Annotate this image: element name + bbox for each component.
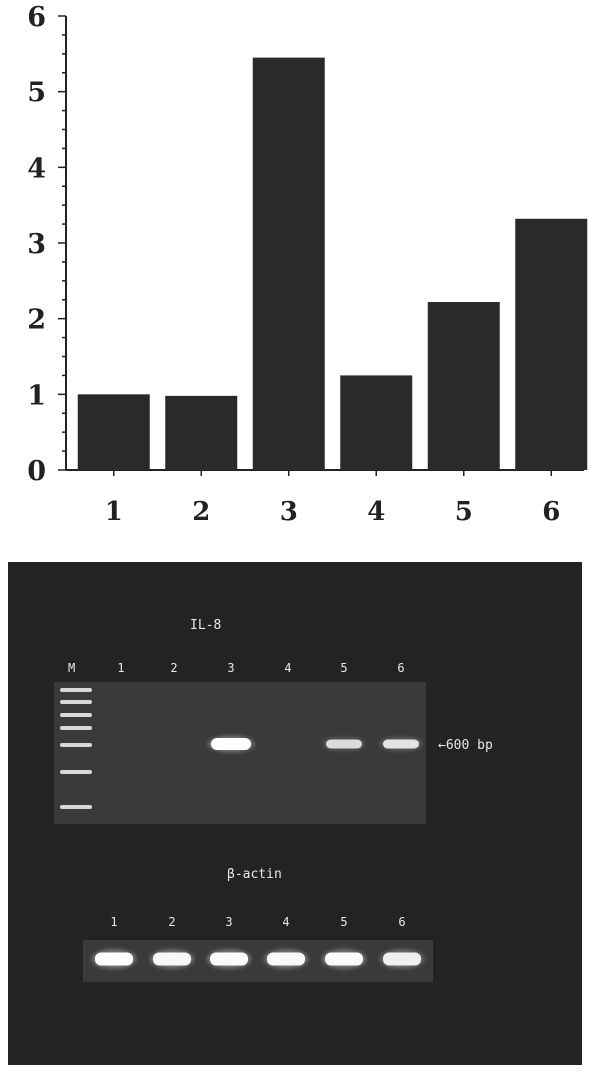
y-tick-label: 4: [27, 153, 46, 184]
gel-panel: IL-8 M 1 2 3 4 5 6 ←600 bp β-actin 1 2 3 4 5 6: [8, 562, 582, 1065]
marker-band: [60, 770, 92, 774]
marker-band: [60, 743, 92, 747]
actin-lane-label: 4: [282, 915, 289, 929]
il8-lane-label: 4: [284, 661, 291, 675]
actin-band: [267, 952, 305, 966]
actin-lane-label: 2: [168, 915, 175, 929]
x-tick-label: 5: [455, 497, 473, 527]
marker-band: [60, 700, 92, 704]
marker-band: [60, 726, 92, 730]
actin-band: [383, 952, 421, 966]
il8-lane-label: 1: [117, 661, 124, 675]
x-tick-label: 3: [280, 497, 298, 527]
marker-band: [60, 713, 92, 717]
bars: [77, 57, 588, 470]
x-tick-label: 2: [192, 497, 210, 527]
il8-band: [326, 739, 362, 749]
marker-lane-label: M: [68, 661, 75, 675]
y-tick-label: 3: [27, 229, 46, 260]
actin-band: [153, 952, 191, 966]
il8-lane-label: 6: [397, 661, 404, 675]
marker-ladder: [60, 688, 92, 809]
bar: [340, 375, 413, 470]
x-tick-label: 1: [105, 497, 123, 527]
bar-chart: 0 1 2 3 4 5 6 1 2 3 4 5 6: [27, 2, 588, 527]
x-axis: 1 2 3 4 5 6: [66, 469, 584, 527]
bar: [427, 302, 500, 470]
il8-label: IL-8: [190, 618, 221, 633]
actin-band: [210, 952, 248, 966]
y-tick-label: 5: [27, 78, 46, 109]
y-tick-label: 0: [27, 456, 46, 487]
actin-lane-label: 6: [398, 915, 405, 929]
band-size-label: ←600 bp: [438, 738, 493, 753]
y-tick-label: 2: [27, 305, 46, 336]
actin-lane-label: 5: [340, 915, 347, 929]
il8-gel-rect: [54, 682, 426, 824]
il8-bands: [208, 736, 422, 752]
actin-lane-label: 3: [225, 915, 232, 929]
marker-band: [60, 805, 92, 809]
y-tick-label: 6: [27, 2, 46, 33]
y-axis: 0 1 2 3 4 5 6: [27, 2, 67, 487]
actin-lane-label: 1: [110, 915, 117, 929]
il8-lane-label: 3: [227, 661, 234, 675]
bar: [165, 395, 238, 470]
il8-band: [383, 739, 419, 749]
il8-lane-labels: 1 2 3 4 5 6: [117, 661, 404, 675]
actin-band: [95, 952, 133, 966]
il8-lane-label: 2: [170, 661, 177, 675]
x-tick-label: 6: [542, 497, 560, 527]
actin-lane-labels: 1 2 3 4 5 6: [110, 915, 405, 929]
x-tick-label: 4: [367, 497, 385, 527]
actin-band: [325, 952, 363, 966]
marker-band: [60, 688, 92, 692]
actin-label: β-actin: [227, 867, 282, 882]
actin-bands: [92, 949, 424, 969]
gel-image: IL-8 M 1 2 3 4 5 6 ←600 bp β-actin 1 2 3 4 5 6: [54, 618, 493, 982]
bar: [515, 218, 588, 470]
y-tick-label: 1: [27, 380, 46, 411]
il8-lane-label: 5: [340, 661, 347, 675]
il8-band: [211, 738, 251, 750]
actin-gel-rect: [83, 940, 433, 982]
bar: [77, 394, 150, 470]
bar: [252, 57, 325, 470]
